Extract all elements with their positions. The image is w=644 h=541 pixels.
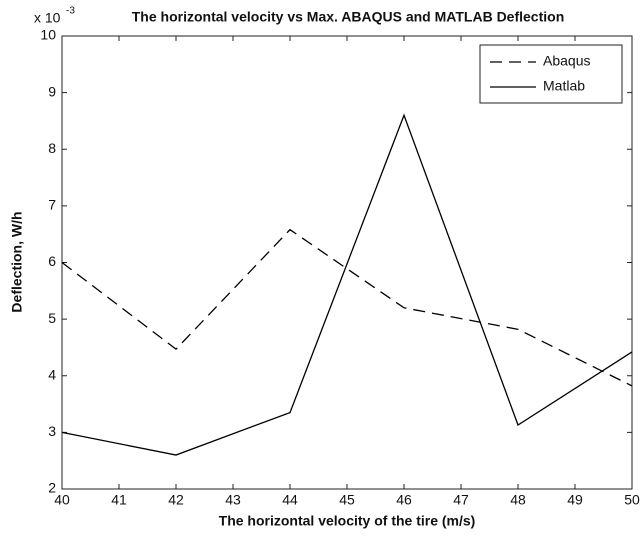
y-scale-exponent: -3 <box>66 6 75 17</box>
x-tick-label: 47 <box>453 492 469 508</box>
x-tick-label: 44 <box>282 492 298 508</box>
legend-label: Matlab <box>543 78 585 94</box>
x-tick-label: 42 <box>168 492 184 508</box>
y-tick-label: 6 <box>48 253 56 269</box>
x-tick-label: 50 <box>624 492 640 508</box>
x-tick-label: 43 <box>225 492 241 508</box>
x-tick-label: 40 <box>54 492 70 508</box>
x-axis-label: The horizontal velocity of the tire (m/s… <box>219 513 476 529</box>
y-tick-label: 2 <box>48 480 56 496</box>
y-tick-label: 10 <box>40 27 56 43</box>
y-tick-label: 5 <box>48 310 56 326</box>
x-tick-label: 49 <box>567 492 583 508</box>
x-tick-label: 48 <box>510 492 526 508</box>
line-series <box>61 113 633 456</box>
y-scale-label: x 10 <box>34 10 61 26</box>
y-tick-label: 4 <box>48 366 56 382</box>
x-tick-label: 46 <box>396 492 412 508</box>
line-series <box>61 228 633 387</box>
chart-title: The horizontal velocity vs Max. ABAQUS a… <box>132 9 565 25</box>
legend-label: Abaqus <box>543 53 590 69</box>
y-tick-label: 3 <box>48 423 56 439</box>
legend-box <box>479 44 623 104</box>
y-tick-label: 8 <box>48 140 56 156</box>
x-tick-label: 41 <box>111 492 127 508</box>
y-tick-label: 7 <box>48 197 56 213</box>
y-tick-label: 9 <box>48 83 56 99</box>
y-axis-label: Deflection, W/h <box>9 211 25 312</box>
x-tick-label: 45 <box>339 492 355 508</box>
